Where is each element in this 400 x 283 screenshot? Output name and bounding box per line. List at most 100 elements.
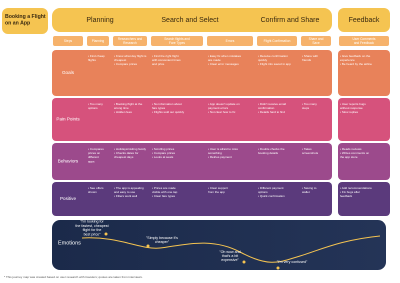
cell-text: the app store [340,155,358,159]
step-label: Flight Confirmation [264,39,291,43]
cell-text: • Know what day flight is [114,54,147,58]
cell-text: • Scrolling prices [152,147,175,151]
row-band-feedback [338,98,390,141]
step-label: Errors [226,39,235,43]
cell-text: • Add recommendations [340,186,372,190]
step-label: Researchers and Research [118,37,143,45]
cell-text: steps [302,106,310,110]
cell-text: • Clear error messages [208,62,239,66]
cell-text: • Quick confirmation [258,194,285,198]
cell-text: • Reads reviews [340,147,362,151]
cell-text: • Find cheap [88,54,105,58]
cell-text: • Compares [88,147,104,151]
cell-text: • Find the right flight [152,54,179,58]
step-pill [301,36,331,46]
quote: "I'm very confused" [277,260,308,264]
step-label: Steps [64,39,73,43]
cell-text: • Double checks the [258,147,285,151]
cell-text: • User is afraid to miss [208,147,238,151]
cell-text: different [88,155,99,159]
cell-text: • Not clear how to fix [208,110,236,114]
phase-label: Confirm and Share [261,17,320,24]
step-pill [53,36,83,46]
step-label: Planning [92,39,105,43]
phase-label: Search and Select [161,17,218,24]
cell-text: and easy to use [114,190,136,194]
cell-text: cheapest days [114,155,134,159]
step-label: Share and Save [309,37,324,45]
cell-text: are made [208,58,221,62]
cell-text: fare types [152,106,166,110]
row-band-feedback [338,182,390,216]
cell-text: wallet [302,190,310,194]
cell-text: • Booking flight at the [114,102,143,106]
step-label: Search flights and Fare Types [164,37,190,45]
cell-text: • Flights sold out quickly [152,110,185,114]
cell-text: wrong time [114,106,129,110]
emotion-dot [104,232,108,236]
cell-text: shown [88,190,97,194]
emotion-dot [242,260,246,264]
cell-text: • Saving to [302,186,317,190]
cell-text: cheapest [114,58,126,62]
cell-text: • No information about [152,102,182,106]
row-label: Behaviors [58,159,79,164]
cell-text: and price [152,62,165,66]
cell-text: • See offers [88,186,104,190]
cell-text: experience [340,58,355,62]
cell-text: something [208,151,222,155]
emotion-dot [276,266,280,270]
cell-text: friends [302,58,312,62]
cell-text: • Clear fare types [152,194,176,198]
cell-text: • Compare prices [152,151,176,155]
cell-text: flights [88,58,96,62]
cell-text: • Looks at seats [152,155,174,159]
row-band [52,182,332,216]
cell-text: • Flight info saved in app [258,62,291,66]
row-band [52,143,332,180]
cell-text: • Checks dates for [114,151,138,155]
row-label: Pain Points [56,117,80,122]
phase-label: Feedback [349,17,380,24]
row-band [52,50,332,96]
step-pill [151,36,203,46]
cell-text: • Holidays/visiting family [114,147,147,151]
footer-note: * This journey map was created based on … [4,275,143,279]
row-band-feedback [338,143,390,180]
title-box [2,8,48,34]
cell-text: • Receive confirmation [258,54,288,58]
feedback-box [338,8,390,32]
cell-text: options [88,106,98,110]
cell-text: • Easy fix when mistakes [208,54,242,58]
row-label: Goals [62,70,75,75]
cell-text: • App doesn't update on [208,102,240,106]
cell-text: • Give feedback on the [340,54,371,58]
emotion-dot [146,244,150,248]
cell-text: • Prices are made [152,186,176,190]
quote: "I'm looking for the fastest, cheapest fli… [75,220,108,237]
cell-text: confirmation [258,106,275,110]
step-pill [113,36,147,46]
cell-text: • User reports bugs [340,102,366,106]
cell-text: • Be heard by the airline [340,62,372,66]
cell-text: • Too many [88,102,103,106]
cell-text: • Details hard to find [258,110,285,114]
cell-text: booking details [258,151,279,155]
cell-text: • Compare prices [114,62,138,66]
cell-text: visible with one tap [152,190,178,194]
emotion-curve [81,235,381,263]
cell-text: without response [340,106,363,110]
title: Booking a Flight on an App [5,14,46,27]
quote: "Simply because it's cheaper" [146,236,178,244]
cell-text: • Share with [302,54,318,58]
cell-text: • Filters work well [114,194,138,198]
phase-bar [52,8,332,32]
cell-text: • Takes [302,147,312,151]
emotions-label: Emotions [58,240,81,246]
step-pill [257,36,297,46]
cell-text: payment errors [208,106,229,110]
step-pill [207,36,253,46]
cell-text: feedback [340,194,353,198]
cell-text: options [258,190,268,194]
